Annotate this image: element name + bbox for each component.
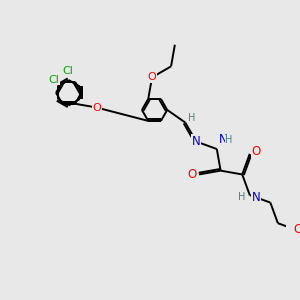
Text: N: N — [192, 135, 201, 148]
Text: O: O — [187, 168, 196, 181]
Text: Cl: Cl — [62, 66, 73, 76]
Text: O: O — [92, 103, 101, 112]
Text: O: O — [148, 72, 156, 82]
Text: H: H — [188, 113, 196, 123]
Text: N: N — [252, 191, 260, 204]
Text: Cl: Cl — [49, 75, 59, 85]
Text: N: N — [219, 133, 227, 146]
Text: O: O — [294, 223, 300, 236]
Text: O: O — [252, 146, 261, 158]
Text: H: H — [238, 192, 245, 202]
Text: H: H — [225, 135, 233, 146]
